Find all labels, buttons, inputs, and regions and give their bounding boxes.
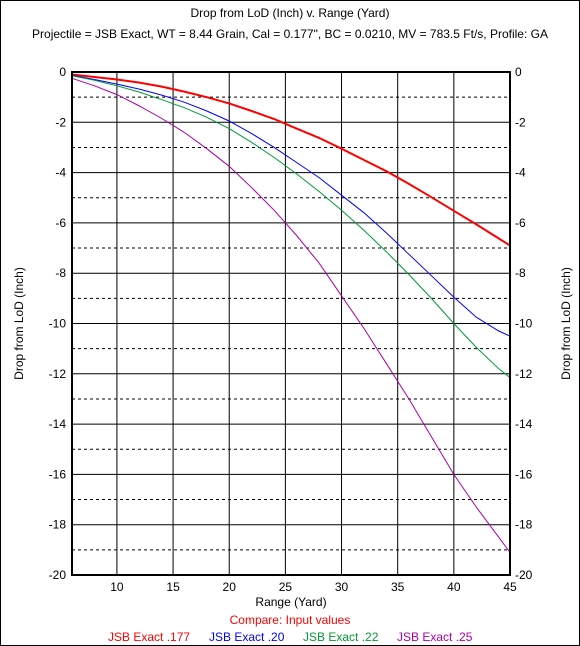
- series-line: [71, 73, 511, 247]
- series-line: [71, 74, 511, 337]
- y-tick-label-left: -4: [55, 166, 66, 180]
- y-tick-label-right: -6: [515, 216, 526, 230]
- x-axis-label: Range (Yard): [255, 595, 326, 609]
- y-tick-label-right: -18: [515, 518, 533, 532]
- x-tick-label: 10: [110, 580, 124, 594]
- plot-border: [71, 71, 511, 576]
- y-tick-label-left: -10: [49, 317, 67, 331]
- y-tick-label-right: -16: [515, 467, 533, 481]
- y-tick-label-left: -16: [49, 467, 67, 481]
- y-tick-label-left: 0: [59, 65, 66, 79]
- x-tick-label: 20: [223, 580, 237, 594]
- y-tick-label-left: -12: [49, 367, 67, 381]
- y-tick-label-left: -14: [49, 417, 67, 431]
- y-tick-label-right: 0: [515, 65, 522, 79]
- x-tick-label: 25: [279, 580, 293, 594]
- y-tick-label-left: -18: [49, 518, 67, 532]
- legend-item-177: JSB Exact .177: [108, 630, 191, 644]
- chart-subtitle: Projectile = JSB Exact, WT = 8.44 Grain,…: [32, 27, 548, 41]
- y-tick-label-right: -20: [515, 568, 533, 582]
- x-tick-label: 40: [447, 580, 461, 594]
- y-tick-label-right: -2: [515, 115, 526, 129]
- x-tick-label: 30: [335, 580, 349, 594]
- x-tick-label: 15: [166, 580, 180, 594]
- y-tick-label-right: -8: [515, 266, 526, 280]
- legend-item-20: JSB Exact .20: [209, 630, 285, 644]
- x-tick-label: 35: [391, 580, 405, 594]
- y-tick-label-left: -20: [49, 568, 67, 582]
- series-line: [71, 75, 511, 378]
- series-lines: [71, 73, 511, 553]
- x-tick-label: 45: [503, 580, 517, 594]
- y-tick-label-right: -12: [515, 367, 533, 381]
- y-tick-label-left: -6: [55, 216, 66, 230]
- series-line: [71, 77, 511, 553]
- tick-labels: 10 15 20 25 30 35 40 45 0 0 -2 -2 -4 -4 -6 -6 -8 -8 -10 -10…: [49, 65, 533, 594]
- legend-caption: Compare: Input values: [229, 613, 351, 627]
- y-tick-label-right: -14: [515, 417, 533, 431]
- y-tick-label-left: -2: [55, 115, 66, 129]
- y-tick-label-left: -8: [55, 266, 66, 280]
- y-tick-label-right: -10: [515, 317, 533, 331]
- chart-title: Drop from LoD (Inch) v. Range (Yard): [190, 6, 390, 20]
- y-axis-label-right: Drop from LoD (Inch): [559, 267, 573, 380]
- y-axis-label-left: Drop from LoD (Inch): [12, 267, 26, 380]
- legend-item-25: JSB Exact .25: [397, 630, 473, 644]
- legend-item-22: JSB Exact .22: [303, 630, 379, 644]
- y-tick-label-right: -4: [515, 166, 526, 180]
